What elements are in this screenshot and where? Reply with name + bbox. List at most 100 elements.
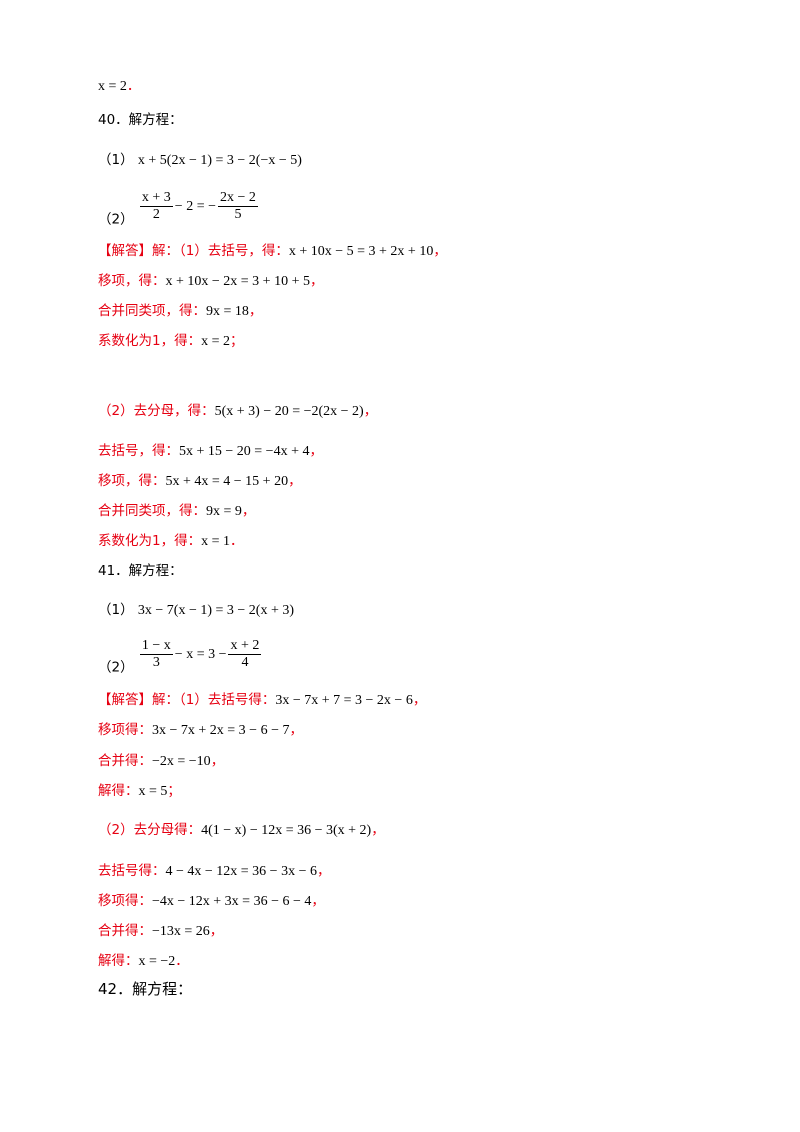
step-text: 解得： bbox=[98, 953, 139, 969]
denominator: 2 bbox=[152, 207, 160, 222]
equation: x + 10x − 2x = 3 + 10 + 5 bbox=[165, 274, 310, 289]
q41-sol-5: 去括号得：4 − 4x − 12x = 36 − 3x − 6， bbox=[98, 861, 330, 882]
equation: −4x − 12x + 3x = 36 − 6 − 4 bbox=[152, 894, 312, 909]
punct: ， bbox=[209, 923, 224, 939]
equation: x = 2 bbox=[201, 334, 230, 349]
step-text: 移项，得： bbox=[98, 273, 166, 289]
step-text: 合并得： bbox=[98, 923, 152, 939]
q40-part1: （1） x + 5(2x − 1) = 3 − 2(−x − 5) bbox=[98, 150, 302, 171]
step-text: 合并得： bbox=[98, 753, 152, 769]
punct: ； bbox=[230, 333, 244, 349]
numerator: x + 3 bbox=[139, 190, 173, 207]
punct: ， bbox=[210, 753, 225, 769]
punct: ， bbox=[309, 443, 323, 459]
step-text: 合并同类项，得： bbox=[98, 303, 206, 319]
q41-sol-8: 解得：x = −2． bbox=[98, 951, 189, 972]
step-text: （2）去分母得： bbox=[98, 822, 202, 838]
q41-sol-1: 移项得：3x − 7x + 2x = 3 − 6 − 7， bbox=[98, 720, 303, 741]
punct: ， bbox=[289, 722, 303, 738]
q40-title: 40．解方程： bbox=[98, 112, 183, 128]
q41-sol-3: 解得：x = 5； bbox=[98, 781, 181, 802]
punct: ， bbox=[316, 863, 331, 879]
equation: x = 1 bbox=[201, 534, 230, 549]
q41-title: 41．解方程： bbox=[98, 563, 183, 579]
part-label: （2） bbox=[98, 211, 134, 228]
punct: ； bbox=[167, 783, 181, 799]
punct: ． bbox=[230, 533, 244, 549]
part-label: （1） bbox=[98, 152, 134, 168]
equation: −13x = 26 bbox=[152, 924, 210, 939]
denominator: 4 bbox=[241, 655, 249, 670]
step-text: 移项得： bbox=[98, 722, 152, 738]
q40-sol-0: 【解答】解：（1）去括号，得：x + 10x − 5 = 3 + 2x + 10… bbox=[98, 241, 447, 262]
equation: x = 2 bbox=[98, 79, 127, 94]
punct: ， bbox=[371, 822, 385, 838]
equation: 9x = 9 bbox=[206, 504, 242, 519]
q41-sol-0: 【解答】解：（1）去括号得：3x − 7x + 7 = 3 − 2x − 6， bbox=[98, 690, 426, 711]
q41-sol-2: 合并得：−2x = −10， bbox=[98, 751, 224, 772]
step-text: 【解答】解：（1）去括号，得： bbox=[98, 243, 289, 259]
q40-sol-1: 移项，得：x + 10x − 2x = 3 + 10 + 5， bbox=[98, 271, 323, 292]
q41-part1: （1） 3x − 7(x − 1) = 3 − 2(x + 3) bbox=[98, 600, 294, 621]
equation: 4 − 4x − 12x = 36 − 3x − 6 bbox=[165, 864, 317, 879]
numerator: x + 2 bbox=[228, 638, 262, 655]
punct: ， bbox=[288, 473, 302, 489]
q41-sol-7: 合并得：−13x = 26， bbox=[98, 921, 223, 942]
equation: 5x + 15 − 20 = −4x + 4 bbox=[179, 444, 310, 459]
punct: ， bbox=[241, 503, 256, 519]
middle-term: − x = 3 − bbox=[174, 646, 227, 662]
q41-sol-6: 移项得：−4x − 12x + 3x = 36 − 6 − 4， bbox=[98, 891, 325, 912]
part-label: （1） bbox=[98, 602, 134, 618]
q40-sol-5: 去括号，得：5x + 15 − 20 = −4x + 4， bbox=[98, 441, 323, 462]
prev-answer-line: x = 2． bbox=[98, 76, 140, 97]
equation: 9x = 18 bbox=[206, 304, 249, 319]
step-text: 【解答】解：（1）去括号得： bbox=[98, 692, 276, 708]
equation: 3x − 7x + 2x = 3 − 6 − 7 bbox=[152, 723, 290, 738]
step-text: 系数化为1，得： bbox=[98, 533, 202, 549]
equation: x + 10x − 5 = 3 + 2x + 10 bbox=[288, 244, 434, 259]
punct: ， bbox=[311, 893, 325, 909]
punct: ． bbox=[175, 953, 189, 969]
equation: 3x − 7x + 7 = 3 − 2x − 6 bbox=[275, 693, 413, 708]
equation: 3x − 7(x − 1) = 3 − 2(x + 3) bbox=[137, 603, 295, 618]
punct: ， bbox=[363, 403, 378, 419]
step-text: （2）去分母，得： bbox=[98, 403, 215, 419]
q40-sol-3: 系数化为1，得：x = 2； bbox=[98, 331, 244, 352]
step-text: 移项，得： bbox=[98, 473, 166, 489]
equation: −2x = −10 bbox=[152, 754, 211, 769]
equation: x = 5 bbox=[138, 784, 168, 799]
punct: ， bbox=[309, 273, 324, 289]
q42-title: 42．解方程： bbox=[98, 980, 193, 998]
q40-sol-2: 合并同类项，得：9x = 18， bbox=[98, 301, 262, 322]
step-text: 解得： bbox=[98, 783, 139, 799]
numerator: 2x − 2 bbox=[217, 190, 258, 207]
step-text: 合并同类项，得： bbox=[98, 503, 206, 519]
step-text: 移项得： bbox=[98, 893, 152, 909]
q40-sol-7: 合并同类项，得：9x = 9， bbox=[98, 501, 255, 522]
punct: ， bbox=[248, 303, 263, 319]
step-text: 去括号得： bbox=[98, 863, 166, 879]
punct: ， bbox=[433, 243, 447, 259]
q40-sol-8: 系数化为1，得：x = 1． bbox=[98, 531, 244, 552]
denominator: 3 bbox=[152, 655, 160, 670]
equation: x + 5(2x − 1) = 3 − 2(−x − 5) bbox=[137, 153, 302, 168]
part-label: （2） bbox=[98, 659, 134, 676]
q40-sol-6: 移项，得：5x + 4x = 4 − 15 + 20， bbox=[98, 471, 302, 492]
punct: ， bbox=[412, 692, 427, 708]
q41-sol-4: （2）去分母得：4(1 − x) − 12x = 36 − 3(x + 2)， bbox=[98, 820, 385, 841]
equation: 5(x + 3) − 20 = −2(2x − 2) bbox=[214, 404, 364, 419]
equation: 4(1 − x) − 12x = 36 − 3(x + 2) bbox=[201, 823, 372, 838]
q40-sol-4: （2）去分母，得：5(x + 3) − 20 = −2(2x − 2)， bbox=[98, 401, 377, 422]
equation: x = −2 bbox=[138, 954, 176, 969]
numerator: 1 − x bbox=[139, 638, 173, 655]
step-text: 系数化为1，得： bbox=[98, 333, 202, 349]
punct: ． bbox=[126, 78, 141, 94]
denominator: 5 bbox=[234, 207, 242, 222]
